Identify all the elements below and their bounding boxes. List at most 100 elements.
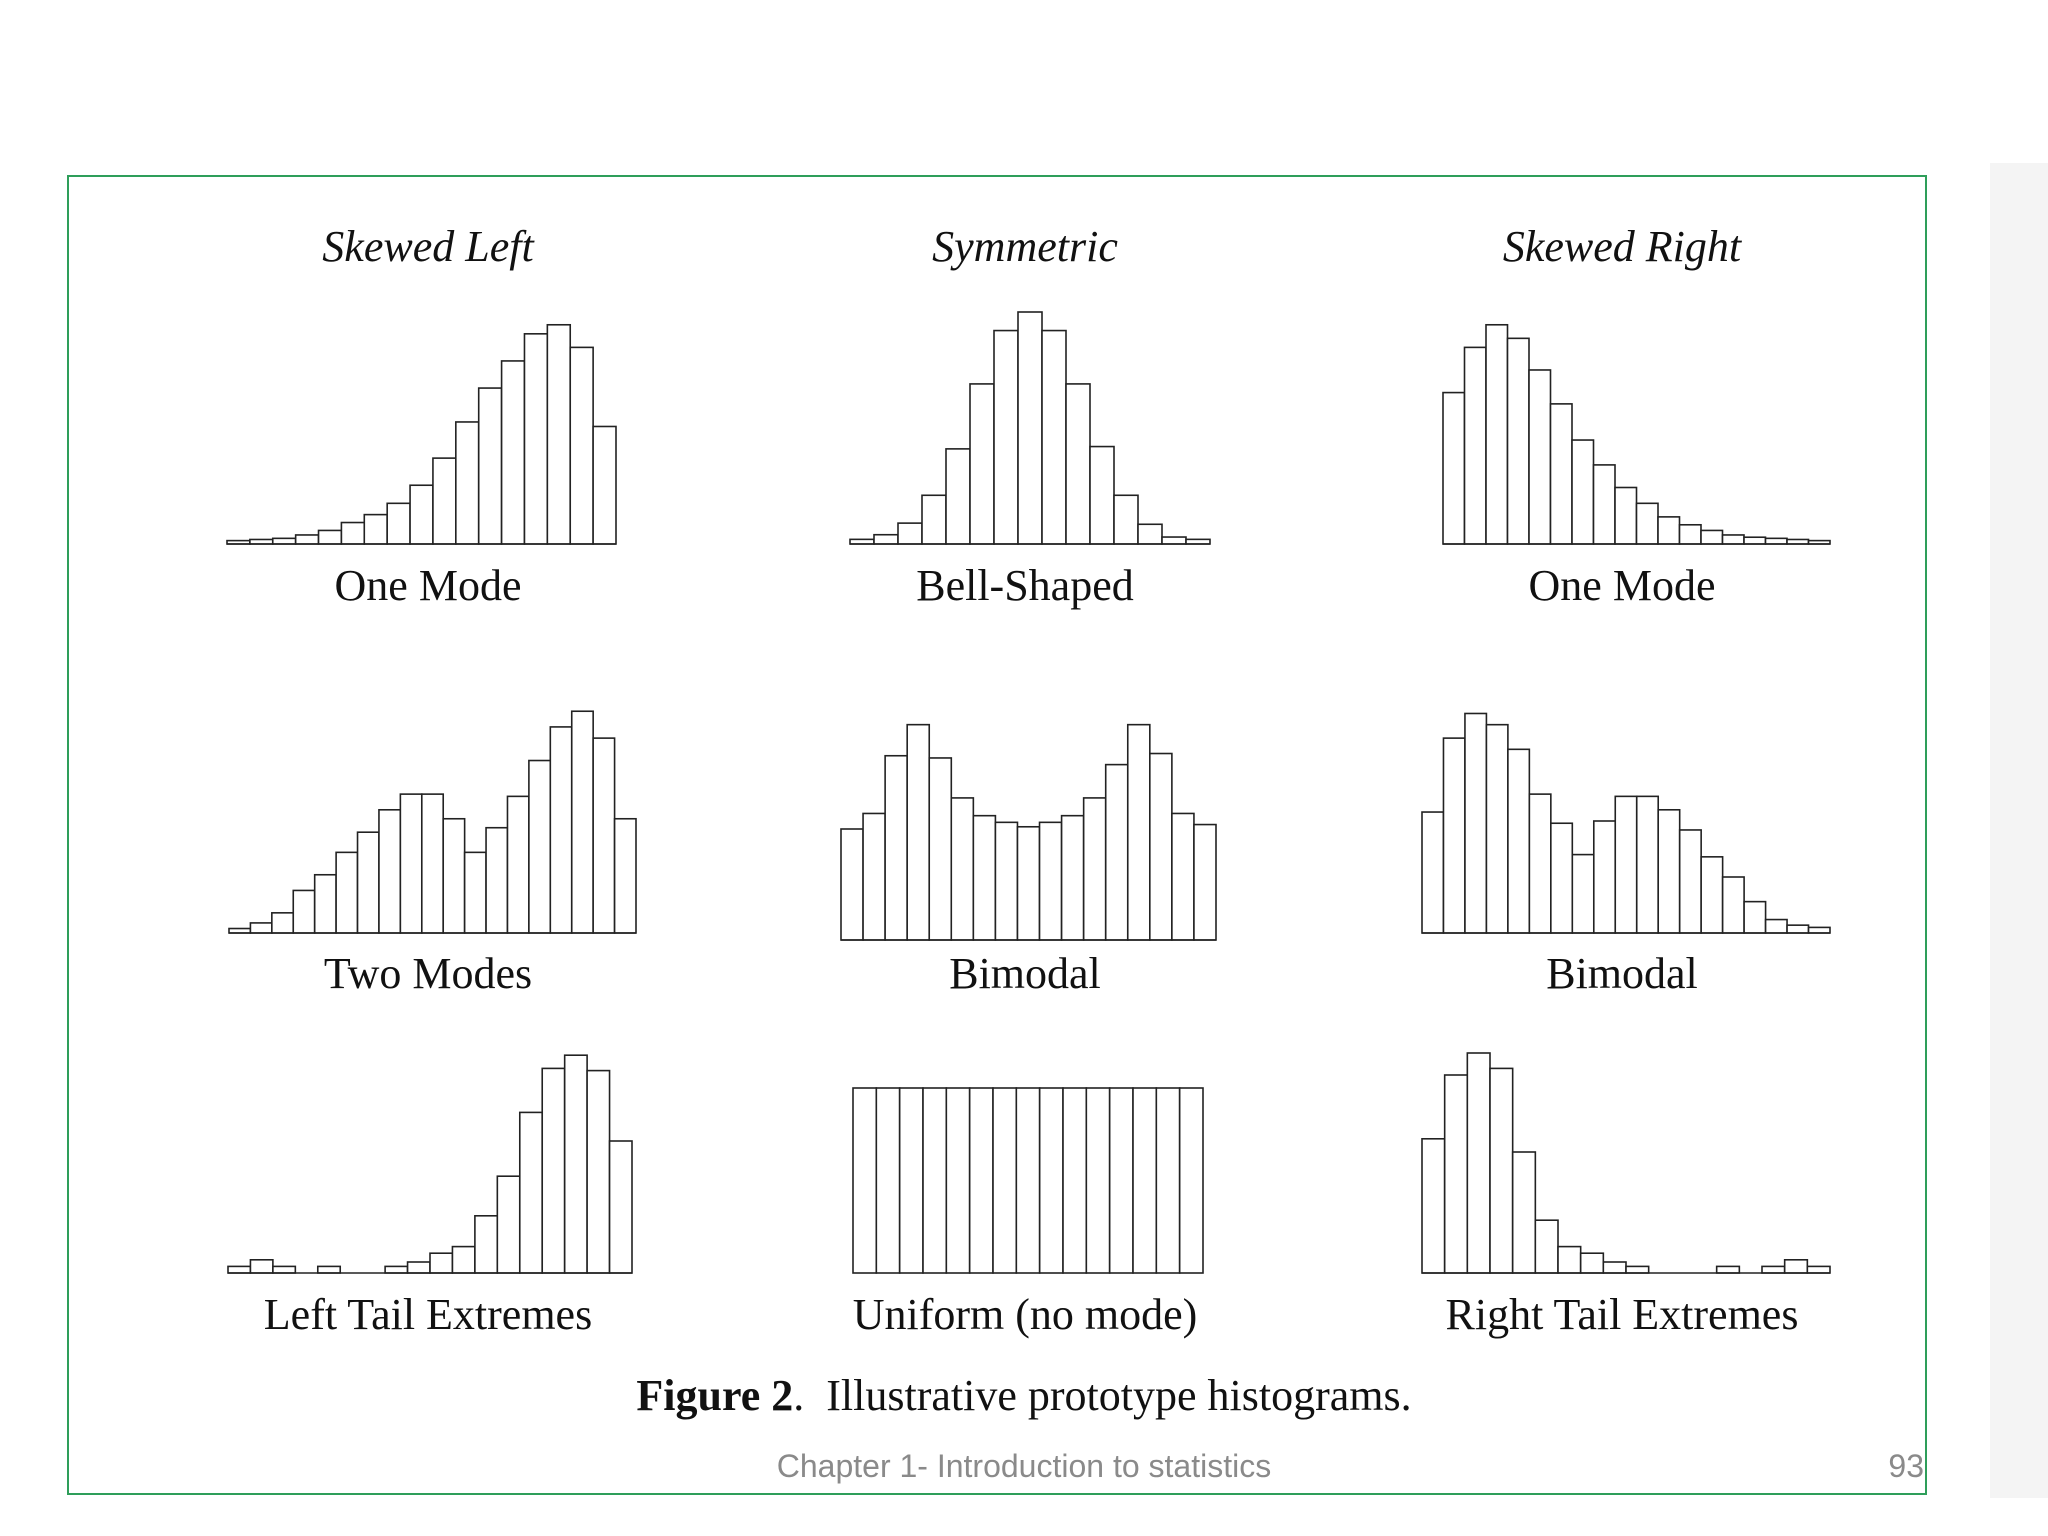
histogram-bar (1463, 346, 1487, 545)
histogram-bar (969, 383, 995, 545)
histogram-bar (442, 817, 466, 934)
histogram-bar (1038, 821, 1063, 941)
histogram-skewed-left-one-mode (226, 323, 617, 545)
histogram-bar (1678, 523, 1702, 545)
histogram-bar (1549, 403, 1573, 545)
histogram-bar (1443, 1074, 1469, 1274)
histogram-bar (1506, 337, 1530, 545)
right-edge-band (1990, 163, 2048, 1498)
histogram-bar (1113, 494, 1139, 545)
histogram-bar (1764, 537, 1788, 545)
histogram-uniform (852, 1087, 1204, 1274)
histogram-bar (317, 529, 343, 545)
page-number: 93 (1888, 1448, 1924, 1484)
histogram-bar (1126, 723, 1151, 941)
histogram-bar (485, 826, 509, 934)
histogram-bar (249, 922, 273, 934)
histogram-bar (840, 828, 864, 941)
histogram-bar (586, 1069, 611, 1274)
histogram-bimodal-symmetric (840, 723, 1217, 941)
histogram-bar (1557, 1245, 1582, 1274)
histogram-bar (420, 793, 445, 934)
histogram-bar (1485, 323, 1509, 545)
histogram-bar (592, 737, 616, 934)
label-two-modes: Two Modes (324, 949, 532, 998)
histogram-bar (316, 1265, 342, 1274)
histogram-bar (1161, 536, 1187, 545)
histogram-bar (1442, 737, 1466, 934)
histogram-bar (313, 873, 337, 934)
histogram-bar (1442, 391, 1466, 545)
histogram-bar (1132, 1087, 1158, 1274)
histogram-bar (477, 387, 503, 545)
histogram-bar (1528, 369, 1552, 545)
histogram-bar (608, 1140, 633, 1274)
histogram-bar (1015, 1087, 1041, 1274)
histogram-bar (1171, 812, 1195, 941)
histogram-bar (570, 710, 594, 934)
histogram-bar (227, 1265, 252, 1274)
histogram-bar (1635, 795, 1660, 934)
histogram-bar (1700, 529, 1724, 545)
histogram-bar (432, 457, 457, 545)
histogram-two-modes (228, 710, 637, 934)
histogram-left-tail-extremes (227, 1054, 633, 1274)
histogram-bar (292, 889, 316, 934)
histogram-bar (271, 912, 295, 934)
histogram-bar (1464, 712, 1488, 934)
histogram-bar (1104, 763, 1129, 941)
histogram-bar (384, 1265, 409, 1274)
histogram-bar (429, 1252, 454, 1274)
histogram-bar (294, 534, 320, 545)
histogram-bar (1602, 1261, 1627, 1274)
histogram-bar (1761, 1265, 1786, 1274)
histogram-bimodal-skewed-right (1421, 712, 1831, 934)
histogram-bar (496, 1175, 521, 1274)
figure-caption: Figure 2. Illustrative prototype histogr… (0, 1370, 2048, 1421)
histogram-bar (1678, 829, 1702, 934)
histogram-bar (972, 814, 997, 941)
histogram-bar (1060, 814, 1085, 941)
histogram-bar (1721, 876, 1745, 934)
column-title-symmetric: Symmetric (932, 222, 1118, 271)
histogram-bar (1571, 853, 1595, 934)
histogram-bar (1507, 748, 1531, 934)
histogram-bar (363, 513, 388, 545)
figure-caption-text: Illustrative prototype histograms. (826, 1371, 1412, 1420)
histogram-bar (1485, 723, 1509, 934)
histogram-bar (1062, 1087, 1088, 1274)
histogram-bar (1625, 1265, 1650, 1274)
histogram-bar (1016, 825, 1041, 941)
histogram-bar (1038, 1087, 1064, 1274)
histogram-bar (993, 329, 1019, 545)
histogram-bar (1592, 464, 1616, 545)
histogram-bar (1614, 486, 1638, 545)
histogram-bar (1721, 534, 1745, 545)
histogram-bar (1806, 1265, 1831, 1274)
histogram-right-tail-extremes (1421, 1052, 1831, 1274)
histogram-bar (1550, 822, 1574, 934)
histogram-bar (563, 1054, 588, 1274)
figure-label: Figure 2 (636, 1371, 794, 1420)
histogram-bar (569, 346, 594, 545)
histogram-bell-shaped (849, 311, 1211, 545)
histogram-bar (518, 1111, 544, 1274)
histogram-bar (613, 817, 637, 934)
histogram-bar (455, 421, 480, 545)
histogram-bar (862, 812, 886, 941)
histogram-bar (1592, 820, 1617, 934)
histogram-bar (406, 1261, 431, 1274)
histogram-bar (451, 1245, 476, 1274)
histogram-bar (1193, 823, 1217, 941)
histogram-bar (1807, 926, 1831, 934)
histogram-bar (1783, 1259, 1809, 1274)
histogram-bar (1082, 797, 1107, 941)
histogram-bar (945, 448, 971, 545)
histogram-bar (271, 537, 297, 545)
histogram-bar (463, 851, 487, 934)
histogram-bar (1041, 329, 1067, 545)
histogram-bar (378, 808, 402, 934)
figure-caption-separator: . (793, 1371, 827, 1420)
histogram-bar (1466, 1052, 1491, 1274)
histogram-bar (340, 521, 366, 545)
